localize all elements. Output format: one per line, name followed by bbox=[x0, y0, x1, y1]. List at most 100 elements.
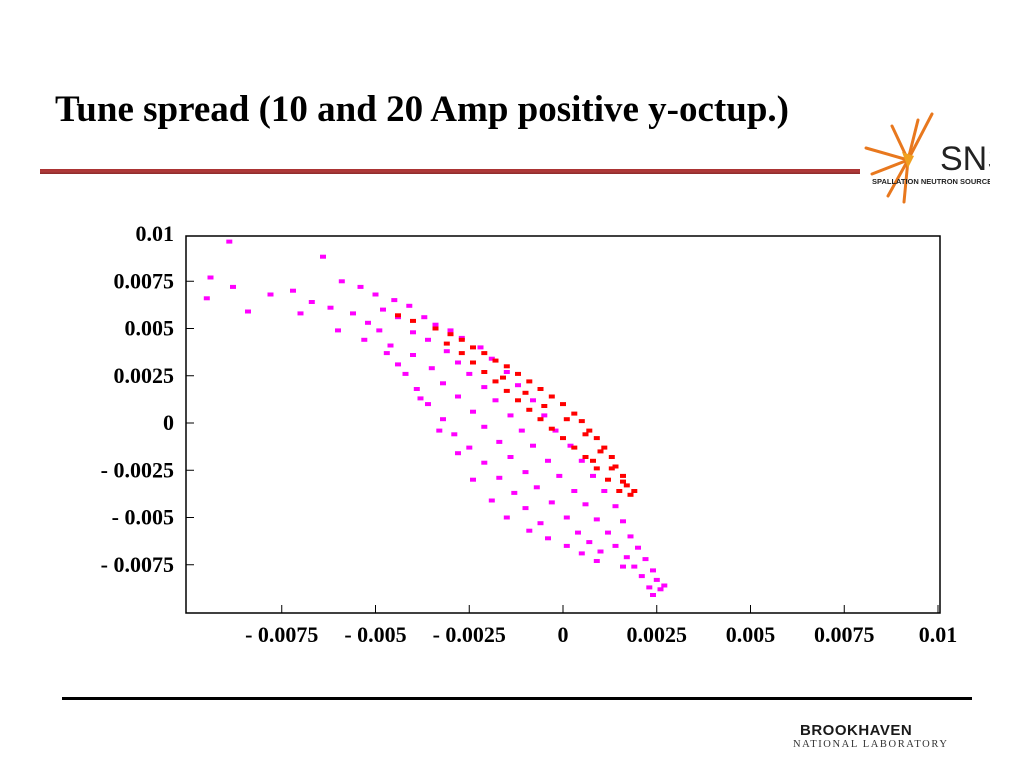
scatter-point-s0-37 bbox=[413, 387, 420, 391]
scatter-point-s0-103 bbox=[488, 498, 495, 503]
y-tick-label-5: - 0.0025 bbox=[101, 457, 174, 482]
footer-divider bbox=[62, 697, 972, 700]
scatter-point-s0-106 bbox=[545, 536, 551, 541]
scatter-point-s1-7 bbox=[515, 371, 521, 376]
scatter-point-s0-109 bbox=[593, 559, 600, 563]
scatter-point-s0-81 bbox=[612, 543, 619, 548]
scatter-point-s1-40 bbox=[522, 390, 529, 395]
scatter-point-s0-78 bbox=[605, 530, 611, 535]
scatter-point-s0-65 bbox=[511, 490, 518, 495]
scatter-point-s0-41 bbox=[425, 402, 431, 407]
x-tick-label-7: 0.01 bbox=[919, 622, 958, 647]
scatter-point-s0-102 bbox=[470, 477, 476, 482]
x-tick-label-3: 0 bbox=[558, 622, 569, 647]
sns-logo: SNS SPALLATION NEUTRON SOURCE bbox=[864, 112, 990, 204]
sns-starburst-icon bbox=[864, 112, 934, 204]
scatter-point-s1-41 bbox=[541, 404, 548, 408]
scatter-point-s0-88 bbox=[638, 574, 645, 579]
scatter-point-s1-4 bbox=[481, 351, 488, 356]
scatter-point-s0-87 bbox=[650, 568, 656, 573]
scatter-point-s0-57 bbox=[481, 460, 488, 465]
scatter-point-s1-49 bbox=[500, 375, 506, 380]
scatter-point-s0-14 bbox=[391, 298, 398, 303]
scatter-point-s1-42 bbox=[563, 417, 570, 422]
title-divider bbox=[40, 169, 860, 174]
y-tick-label-3: 0.0025 bbox=[114, 363, 175, 388]
scatter-point-s0-85 bbox=[642, 557, 649, 562]
scatter-point-s0-50 bbox=[541, 413, 548, 418]
scatter-point-s1-25 bbox=[582, 455, 589, 459]
scatter-point-s0-36 bbox=[440, 381, 446, 386]
scatter-point-s0-67 bbox=[571, 489, 578, 493]
scatter-point-s0-66 bbox=[590, 473, 596, 478]
scatter-point-s1-34 bbox=[481, 370, 488, 374]
scatter-point-s1-11 bbox=[560, 402, 566, 407]
y-tick-label-7: - 0.0075 bbox=[101, 552, 174, 577]
scatter-point-s0-53 bbox=[466, 445, 473, 450]
scatter-point-s0-76 bbox=[575, 530, 581, 535]
scatter-point-s0-21 bbox=[410, 330, 416, 335]
scatter-point-s1-1 bbox=[447, 332, 454, 337]
scatter-point-s0-101 bbox=[455, 451, 461, 456]
scatter-point-s0-68 bbox=[548, 500, 555, 505]
scatter-point-s0-4 bbox=[245, 309, 251, 314]
scatter-point-s0-84 bbox=[623, 555, 630, 560]
scatter-point-s0-32 bbox=[428, 366, 435, 371]
slide-title: Tune spread (10 and 20 Amp positive y-oc… bbox=[55, 89, 789, 130]
scatter-point-s1-10 bbox=[548, 394, 555, 399]
scatter-point-s0-9 bbox=[338, 279, 345, 284]
scatter-point-s0-42 bbox=[515, 383, 521, 388]
scatter-point-s0-54 bbox=[552, 428, 559, 433]
scatter-point-s0-55 bbox=[530, 443, 536, 448]
scatter-point-s0-44 bbox=[470, 409, 476, 414]
scatter-point-s0-29 bbox=[410, 353, 416, 357]
y-tick-label-4: 0 bbox=[163, 410, 174, 435]
scatter-point-s0-82 bbox=[597, 549, 604, 554]
scatter-point-s0-31 bbox=[455, 360, 461, 365]
scatter-point-s0-51 bbox=[518, 428, 525, 433]
scatter-point-s0-73 bbox=[537, 521, 544, 526]
scatter-point-s0-90 bbox=[646, 585, 653, 590]
y-tick-labels: 0.01 0.0075 0.005 0.0025 0 - 0.0025 - 0.005 - 0… bbox=[101, 221, 174, 577]
scatter-point-s1-0 bbox=[432, 326, 439, 331]
scatter-point-s0-80 bbox=[627, 534, 634, 539]
scatter-point-s0-75 bbox=[593, 517, 600, 522]
scatter-point-s1-19 bbox=[620, 473, 626, 478]
scatter-point-s1-23 bbox=[605, 477, 611, 482]
scatter-point-s0-52 bbox=[496, 439, 503, 444]
x-tick-labels: - 0.0075 - 0.005 - 0.0025 0 0.0025 0.005 0.007… bbox=[245, 622, 957, 647]
scatter-point-s1-30 bbox=[526, 407, 533, 412]
scatter-point-s0-23 bbox=[432, 322, 439, 327]
scatter-point-s0-105 bbox=[526, 528, 533, 533]
scatter-point-s0-63 bbox=[556, 473, 563, 478]
scatter-point-s0-98 bbox=[402, 371, 409, 376]
y-tick-label-6: - 0.005 bbox=[112, 505, 174, 530]
scatter-point-s1-37 bbox=[443, 341, 450, 346]
scatter-point-s0-62 bbox=[578, 458, 585, 463]
scatter-point-s0-8 bbox=[308, 300, 315, 304]
scatter-point-s0-11 bbox=[327, 305, 334, 310]
scatter-point-s0-24 bbox=[447, 328, 454, 333]
scatter-point-s0-97 bbox=[383, 351, 390, 356]
scatter-point-s1-22 bbox=[616, 489, 623, 493]
scatter-point-s0-7 bbox=[267, 292, 274, 297]
scatter-point-s0-49 bbox=[451, 432, 458, 437]
scatter-point-s0-100 bbox=[436, 428, 443, 433]
scatter-point-s1-45 bbox=[608, 466, 615, 471]
scatter-point-s0-104 bbox=[503, 515, 510, 520]
scatter-point-s1-24 bbox=[593, 466, 600, 471]
scatter-point-s0-20 bbox=[421, 315, 428, 320]
plot-marks bbox=[203, 239, 668, 597]
x-tick-label-0: - 0.0075 bbox=[245, 622, 318, 647]
scatter-point-s1-48 bbox=[590, 458, 596, 463]
scatter-point-s0-13 bbox=[372, 292, 379, 297]
scatter-point-s0-18 bbox=[365, 320, 371, 325]
scatter-point-s0-15 bbox=[350, 311, 356, 316]
scatter-point-s0-28 bbox=[443, 349, 450, 354]
scatter-point-s1-14 bbox=[586, 428, 593, 433]
scatter-point-s1-20 bbox=[623, 483, 630, 488]
scatter-point-s1-5 bbox=[492, 358, 499, 363]
scatter-point-s0-70 bbox=[601, 489, 608, 493]
scatter-point-s0-99 bbox=[417, 396, 424, 401]
scatter-point-s1-6 bbox=[503, 364, 510, 369]
